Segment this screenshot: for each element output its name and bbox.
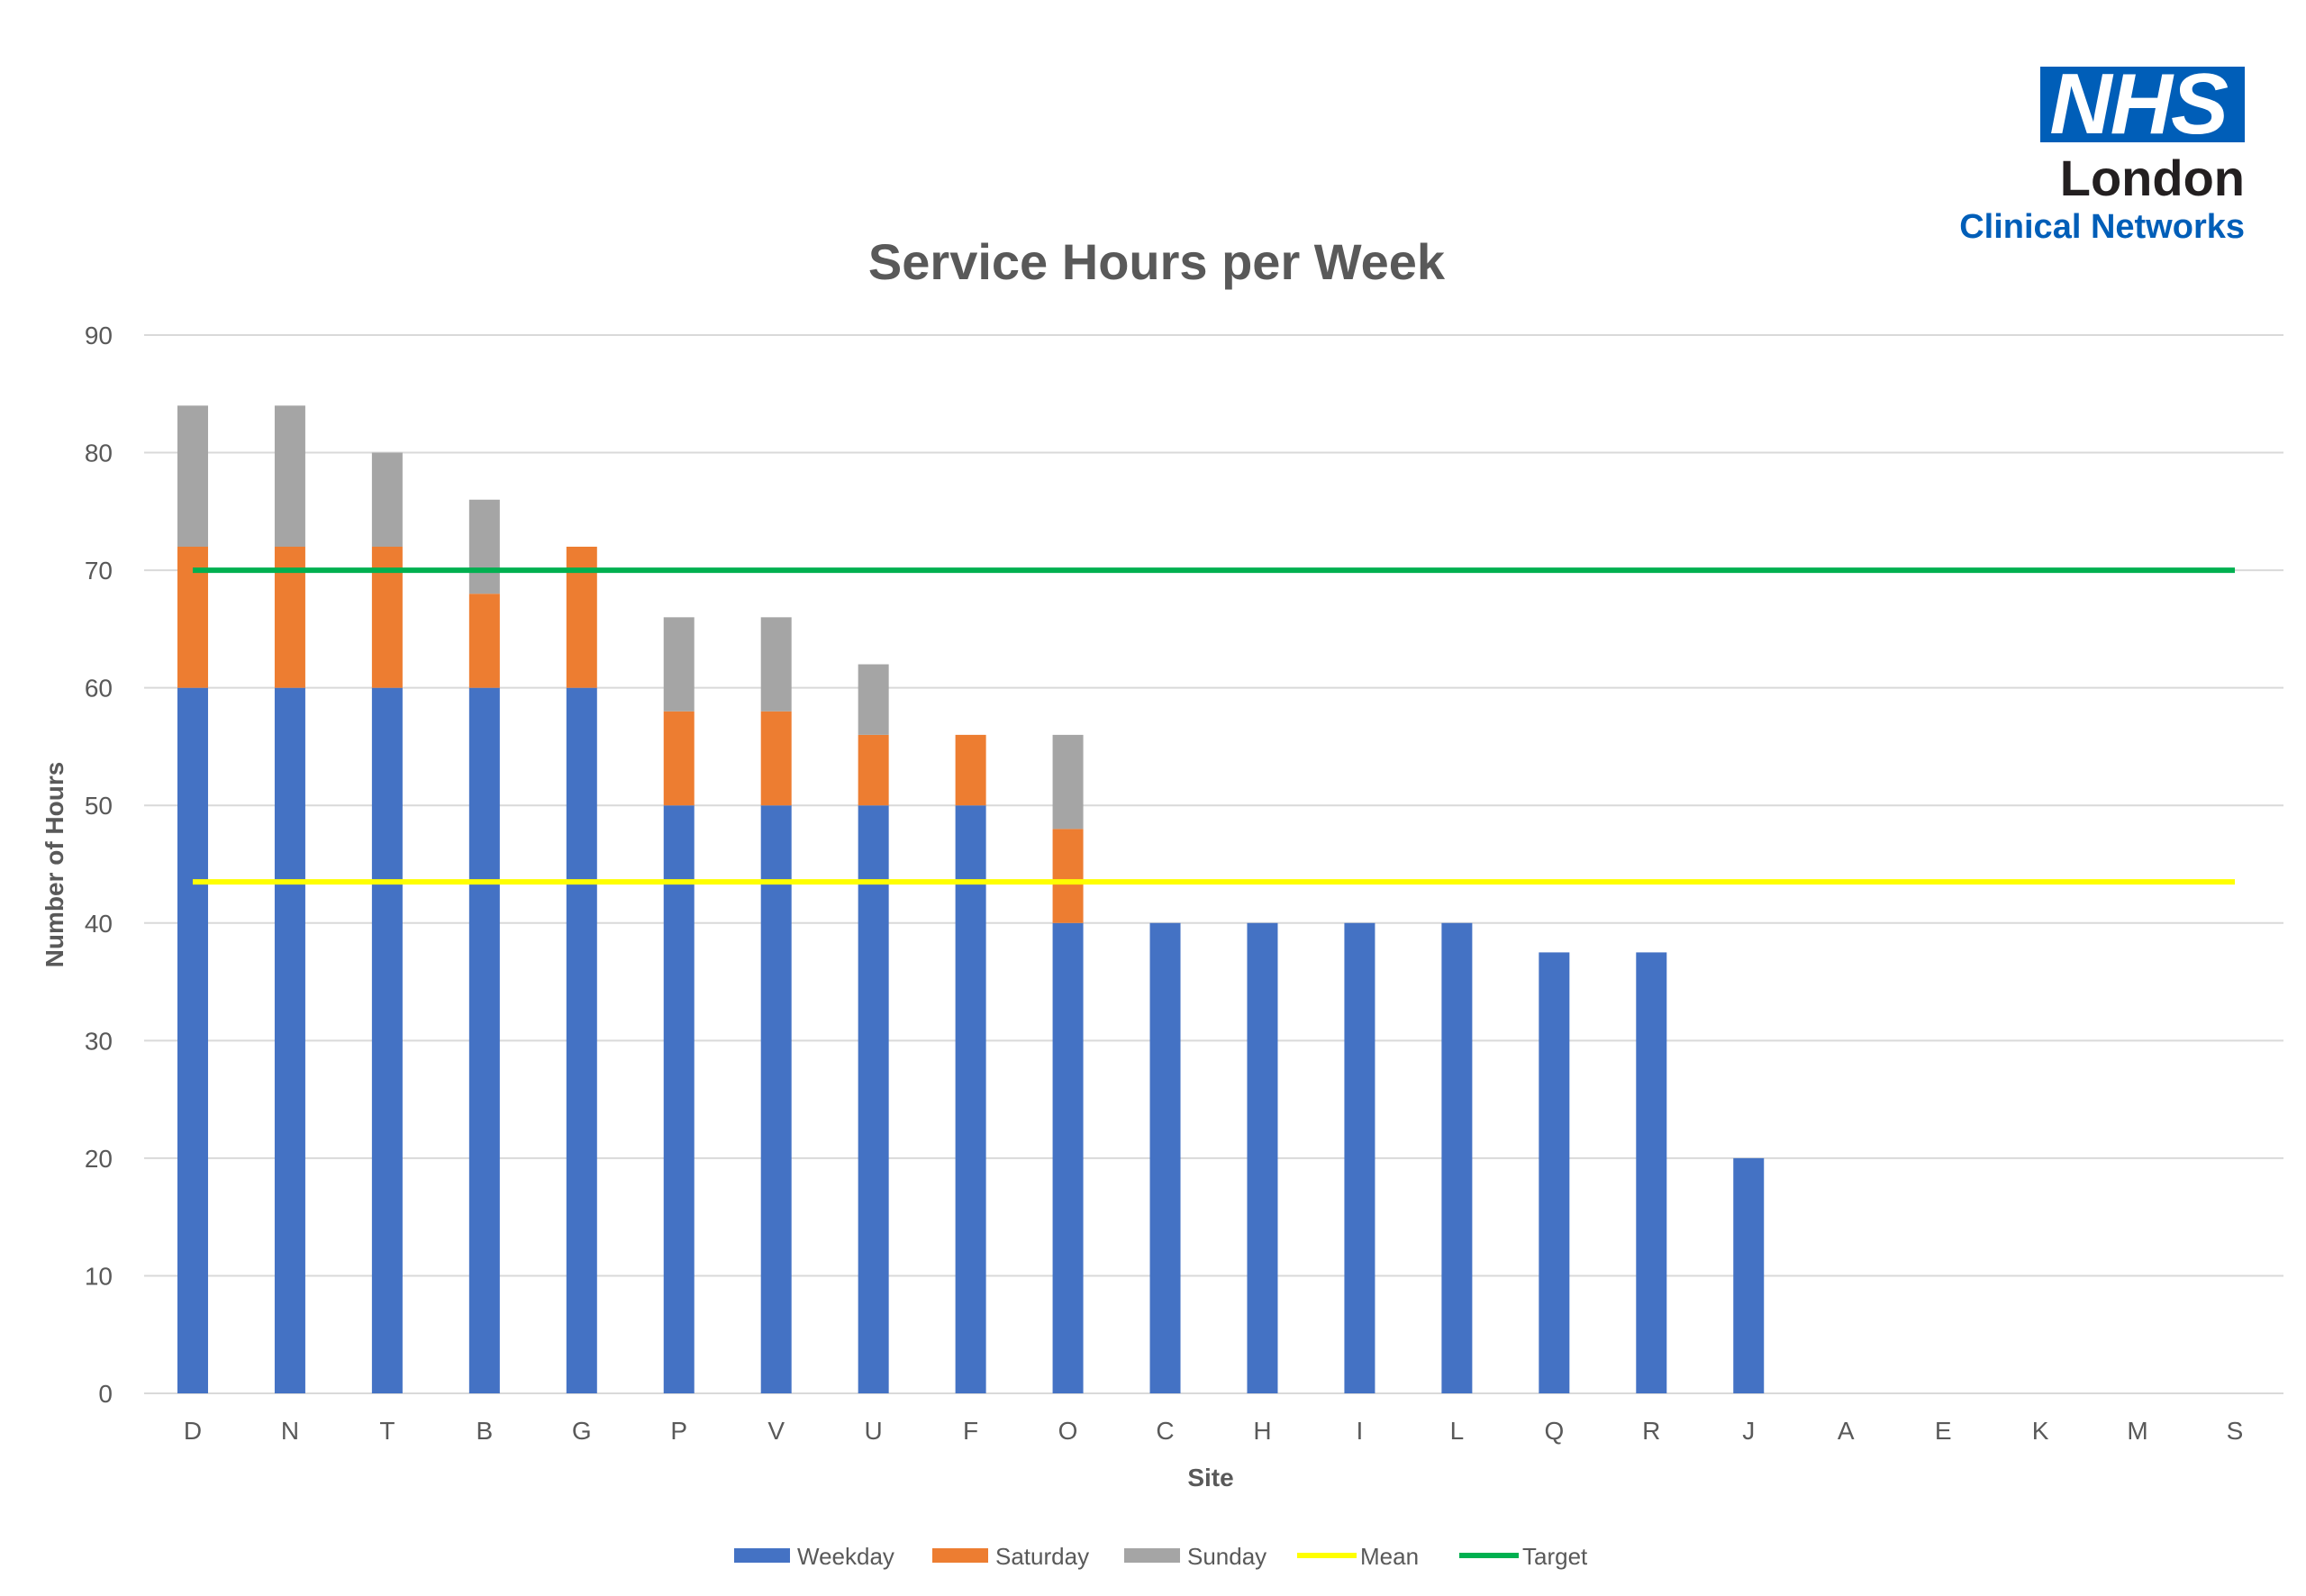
x-tick-label: A bbox=[1838, 1417, 1855, 1445]
y-tick-label: 70 bbox=[85, 557, 113, 585]
x-tick-label: T bbox=[379, 1417, 395, 1445]
x-tick-label: L bbox=[1450, 1417, 1465, 1445]
legend-label-mean: Mean bbox=[1360, 1543, 1419, 1570]
bar-sunday-B bbox=[468, 499, 500, 594]
reference-lines bbox=[192, 567, 2236, 885]
legend: Weekday Saturday Sunday Mean Target bbox=[734, 1543, 1588, 1570]
legend-swatch-weekday bbox=[734, 1548, 790, 1563]
y-tick-label: 0 bbox=[98, 1380, 113, 1408]
bar-saturday-P bbox=[663, 711, 695, 806]
bar-sunday-N bbox=[274, 405, 305, 547]
bar-weekday-U bbox=[858, 805, 889, 1393]
x-tick-label: V bbox=[767, 1417, 785, 1445]
bar-sunday-O bbox=[1052, 734, 1084, 830]
bar-saturday-F bbox=[955, 734, 986, 806]
bar-saturday-V bbox=[760, 711, 792, 806]
bar-weekday-D bbox=[177, 687, 208, 1393]
y-axis-label: Number of Hours bbox=[41, 762, 68, 968]
x-tick-label: K bbox=[2032, 1417, 2049, 1445]
legend-label-sunday: Sunday bbox=[1187, 1543, 1266, 1570]
bar-weekday-J bbox=[1733, 1157, 1765, 1393]
x-axis-label: Site bbox=[1187, 1464, 1233, 1492]
bar-weekday-T bbox=[371, 687, 403, 1393]
bar-weekday-V bbox=[760, 805, 792, 1393]
bar-saturday-O bbox=[1052, 829, 1084, 923]
legend-label-target: Target bbox=[1522, 1543, 1588, 1570]
bar-weekday-F bbox=[955, 805, 986, 1393]
logo-line-networks: Clinical Networks bbox=[1959, 208, 2245, 246]
bar-saturday-U bbox=[858, 734, 889, 806]
bar-weekday-Q bbox=[1539, 952, 1570, 1393]
y-axis-ticks: 0 10 20 30 40 50 60 70 80 90 bbox=[85, 322, 113, 1408]
y-tick-label: 90 bbox=[85, 322, 113, 349]
y-tick-label: 60 bbox=[85, 675, 113, 703]
x-tick-label: M bbox=[2127, 1417, 2147, 1445]
y-tick-label: 10 bbox=[85, 1262, 113, 1290]
x-tick-label: E bbox=[1935, 1417, 1952, 1445]
x-tick-label: U bbox=[865, 1417, 883, 1445]
bar-weekday-P bbox=[663, 805, 695, 1393]
bar-weekday-C bbox=[1149, 922, 1181, 1393]
legend-swatch-saturday bbox=[932, 1548, 988, 1563]
x-tick-label: F bbox=[963, 1417, 978, 1445]
bar-sunday-D bbox=[177, 405, 208, 547]
x-tick-label: J bbox=[1742, 1417, 1755, 1445]
bars bbox=[177, 405, 1765, 1393]
bar-weekday-H bbox=[1247, 922, 1278, 1393]
gridlines bbox=[144, 334, 2283, 1394]
x-tick-label: P bbox=[670, 1417, 687, 1445]
x-tick-label: B bbox=[476, 1417, 493, 1445]
bar-weekday-G bbox=[566, 687, 597, 1393]
bar-weekday-N bbox=[274, 687, 305, 1393]
nhs-london-logo: NHS London Clinical Networks bbox=[1938, 61, 2245, 247]
y-tick-label: 20 bbox=[85, 1145, 113, 1173]
legend-swatch-sunday bbox=[1124, 1548, 1180, 1563]
legend-label-weekday: Weekday bbox=[797, 1543, 894, 1570]
legend-label-saturday: Saturday bbox=[995, 1543, 1089, 1570]
bar-sunday-P bbox=[663, 617, 695, 712]
y-tick-label: 30 bbox=[85, 1027, 113, 1055]
y-tick-label: 50 bbox=[85, 792, 113, 820]
bar-weekday-R bbox=[1636, 952, 1667, 1393]
bar-weekday-I bbox=[1344, 922, 1375, 1393]
x-tick-label: C bbox=[1156, 1417, 1174, 1445]
bar-weekday-O bbox=[1052, 922, 1084, 1393]
x-tick-label: R bbox=[1642, 1417, 1660, 1445]
y-tick-label: 80 bbox=[85, 440, 113, 467]
x-tick-label: D bbox=[184, 1417, 202, 1445]
nhs-brand-box: NHS bbox=[2040, 61, 2245, 148]
logo-line-london: London bbox=[2059, 150, 2245, 206]
bar-sunday-V bbox=[760, 617, 792, 712]
x-tick-label: G bbox=[572, 1417, 592, 1445]
bar-saturday-B bbox=[468, 594, 500, 688]
bar-weekday-L bbox=[1441, 922, 1473, 1393]
x-tick-label: I bbox=[1357, 1417, 1364, 1445]
x-tick-label: O bbox=[1058, 1417, 1078, 1445]
x-tick-label: S bbox=[2227, 1417, 2244, 1445]
bar-sunday-T bbox=[371, 452, 403, 547]
y-tick-label: 40 bbox=[85, 910, 113, 938]
x-tick-label: Q bbox=[1544, 1417, 1564, 1445]
bar-weekday-B bbox=[468, 687, 500, 1393]
bar-sunday-U bbox=[858, 664, 889, 735]
x-tick-label: H bbox=[1253, 1417, 1271, 1445]
chart-title: Service Hours per Week bbox=[868, 233, 1446, 290]
x-tick-label: N bbox=[281, 1417, 299, 1445]
